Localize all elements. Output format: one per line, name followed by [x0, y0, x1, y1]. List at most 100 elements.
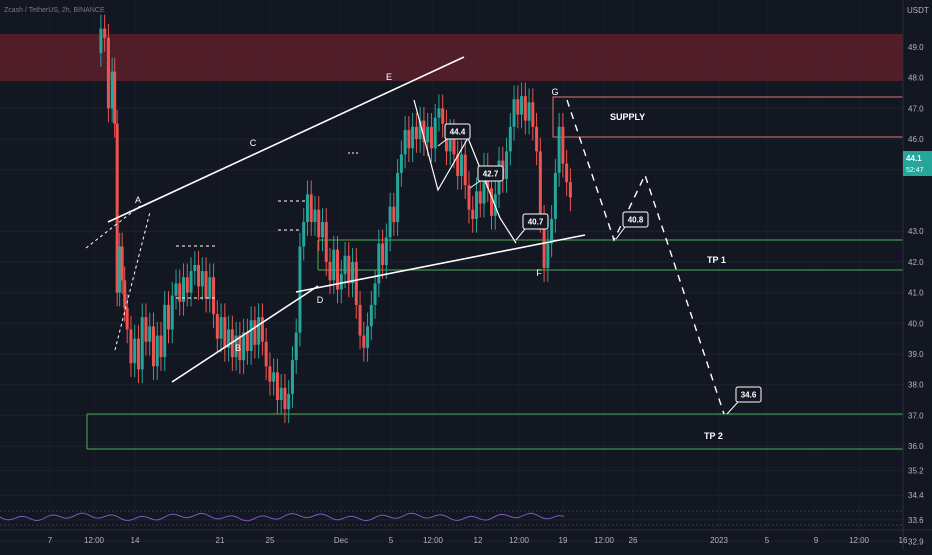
- candle-body: [354, 261, 358, 305]
- candle-body: [441, 108, 445, 124]
- lower-trendline-right[interactable]: [295, 234, 586, 293]
- price-callout[interactable]: 42.7: [469, 165, 504, 189]
- candle-body: [163, 304, 167, 358]
- time-tick: 16: [899, 536, 908, 545]
- price-tick: 34.4: [908, 491, 924, 500]
- price-axis[interactable]: 49.048.047.046.045.043.042.041.040.039.0…: [908, 43, 924, 550]
- price-tick: 36.0: [908, 442, 924, 451]
- time-tick: 26: [629, 536, 638, 545]
- candle-body: [553, 172, 557, 219]
- price-tick: 46.0: [908, 135, 924, 144]
- candle-body: [275, 372, 279, 401]
- price-tick: 41.0: [908, 289, 924, 298]
- price-tick: 33.6: [908, 516, 924, 525]
- candle-body: [133, 338, 137, 364]
- candle-body: [490, 188, 494, 216]
- time-tick: 12:00: [849, 536, 870, 545]
- candle-body: [366, 326, 370, 348]
- price-tick: 37.0: [908, 411, 924, 420]
- time-axis[interactable]: 7 12:00 14 21 25 Dec 5 12:00 12 12:00 19 12:00 26 202…: [48, 536, 908, 545]
- currency-label: USDT: [907, 6, 929, 15]
- upper-trendline[interactable]: [107, 56, 465, 223]
- price-tick: 48.0: [908, 74, 924, 83]
- candle-body: [411, 126, 415, 149]
- price-tick: 35.2: [908, 467, 924, 476]
- time-tick: 25: [266, 536, 275, 545]
- price-callout[interactable]: 40.7: [515, 213, 549, 241]
- candle-body: [568, 182, 572, 198]
- candle-body: [531, 102, 535, 127]
- candle-body: [414, 126, 418, 140]
- time-tick: 7: [48, 536, 53, 545]
- candle-body: [283, 387, 287, 410]
- wave-label: G: [551, 87, 558, 97]
- candle-body: [197, 264, 201, 287]
- candle-body: [234, 335, 238, 358]
- candle-body: [103, 28, 107, 38]
- candle-body: [113, 71, 117, 124]
- candle-body: [110, 71, 114, 109]
- time-tick: 5: [765, 536, 770, 545]
- candle-body: [249, 320, 253, 351]
- candle-body: [193, 264, 197, 272]
- price-callout[interactable]: 44.4: [437, 123, 471, 147]
- candle-body: [290, 360, 294, 394]
- candle-body: [426, 126, 430, 143]
- candle-body: [381, 243, 385, 265]
- candle-body: [279, 387, 283, 401]
- candle-body: [358, 304, 362, 336]
- current-price-badge: [903, 151, 932, 176]
- candle-body: [463, 154, 467, 186]
- price-callout[interactable]: 34.6: [726, 386, 762, 415]
- candle-body: [118, 246, 122, 293]
- callouts: 44.4 42.7 40.7 40.8 34.6: [437, 123, 762, 415]
- candle-body: [106, 37, 110, 109]
- time-tick: 12:00: [594, 536, 615, 545]
- candle-body: [159, 335, 163, 358]
- candle-body: [403, 129, 407, 155]
- wave-label: C: [250, 138, 257, 148]
- candle-body: [538, 151, 542, 219]
- lower-trendline-left[interactable]: [171, 285, 319, 383]
- candle-body: [418, 120, 422, 140]
- drawings: [85, 56, 725, 415]
- candles: [99, 14, 572, 424]
- candle-body: [429, 126, 433, 149]
- candle-body: [298, 246, 302, 333]
- candle-body: [508, 126, 512, 152]
- candle-body: [377, 243, 381, 284]
- time-tick: 12:00: [509, 536, 530, 545]
- forecast-path[interactable]: [566, 99, 725, 415]
- candle-body: [347, 255, 351, 284]
- candle-body: [467, 185, 471, 210]
- tp1-label: TP 1: [707, 255, 726, 265]
- candle-body: [313, 209, 317, 222]
- current-price: 44.1: [906, 154, 922, 163]
- candle-body: [456, 154, 460, 176]
- candle-body: [452, 132, 456, 155]
- symbol-info: Zcash / TetherUS, 2h, BINANCE: [4, 7, 105, 14]
- candle-body: [136, 338, 140, 370]
- candle-body: [422, 120, 426, 143]
- wave-label: D: [317, 295, 324, 305]
- candle-body: [339, 274, 343, 290]
- candle-body: [305, 194, 309, 222]
- candle-body: [471, 209, 475, 219]
- price-callout[interactable]: 40.8: [615, 211, 649, 240]
- candle-body: [546, 243, 550, 269]
- candle-body: [320, 221, 324, 238]
- time-tick: 14: [131, 536, 140, 545]
- candle-body: [178, 283, 182, 302]
- candle-body: [512, 99, 516, 127]
- candle-body: [396, 172, 400, 222]
- candle-body: [332, 249, 336, 281]
- candle-body: [204, 271, 208, 299]
- candle-body: [253, 320, 257, 345]
- price-tick: 39.0: [908, 350, 924, 359]
- wave-label: A: [135, 195, 141, 205]
- candle-body: [565, 163, 569, 183]
- callout-value: 40.7: [528, 218, 544, 227]
- candle-body: [399, 154, 403, 173]
